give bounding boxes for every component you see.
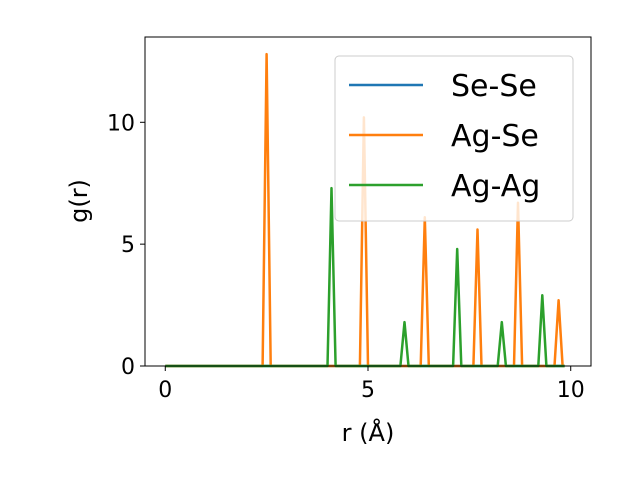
axes-layer: 0 5 10 0 5 10 xyxy=(107,36,592,403)
legend-label-0: Se-Se xyxy=(451,69,537,104)
legend-label-2: Ag-Ag xyxy=(451,169,540,204)
x-tick-label-1: 5 xyxy=(361,378,375,403)
x-tick-label-2: 10 xyxy=(557,378,585,403)
y-tick-label-0: 0 xyxy=(121,355,135,380)
x-tick-label-0: 0 xyxy=(158,378,172,403)
x-axis-label: r (Å) xyxy=(342,418,395,447)
y-axis-label: g(r) xyxy=(65,179,93,223)
legend: Se-Se Ag-Se Ag-Ag xyxy=(334,55,574,222)
y-tick-label-1: 5 xyxy=(121,233,135,258)
y-tick-label-2: 10 xyxy=(107,111,135,136)
series-line-2 xyxy=(165,186,565,368)
legend-box xyxy=(334,55,574,222)
legend-label-1: Ag-Se xyxy=(451,119,539,154)
